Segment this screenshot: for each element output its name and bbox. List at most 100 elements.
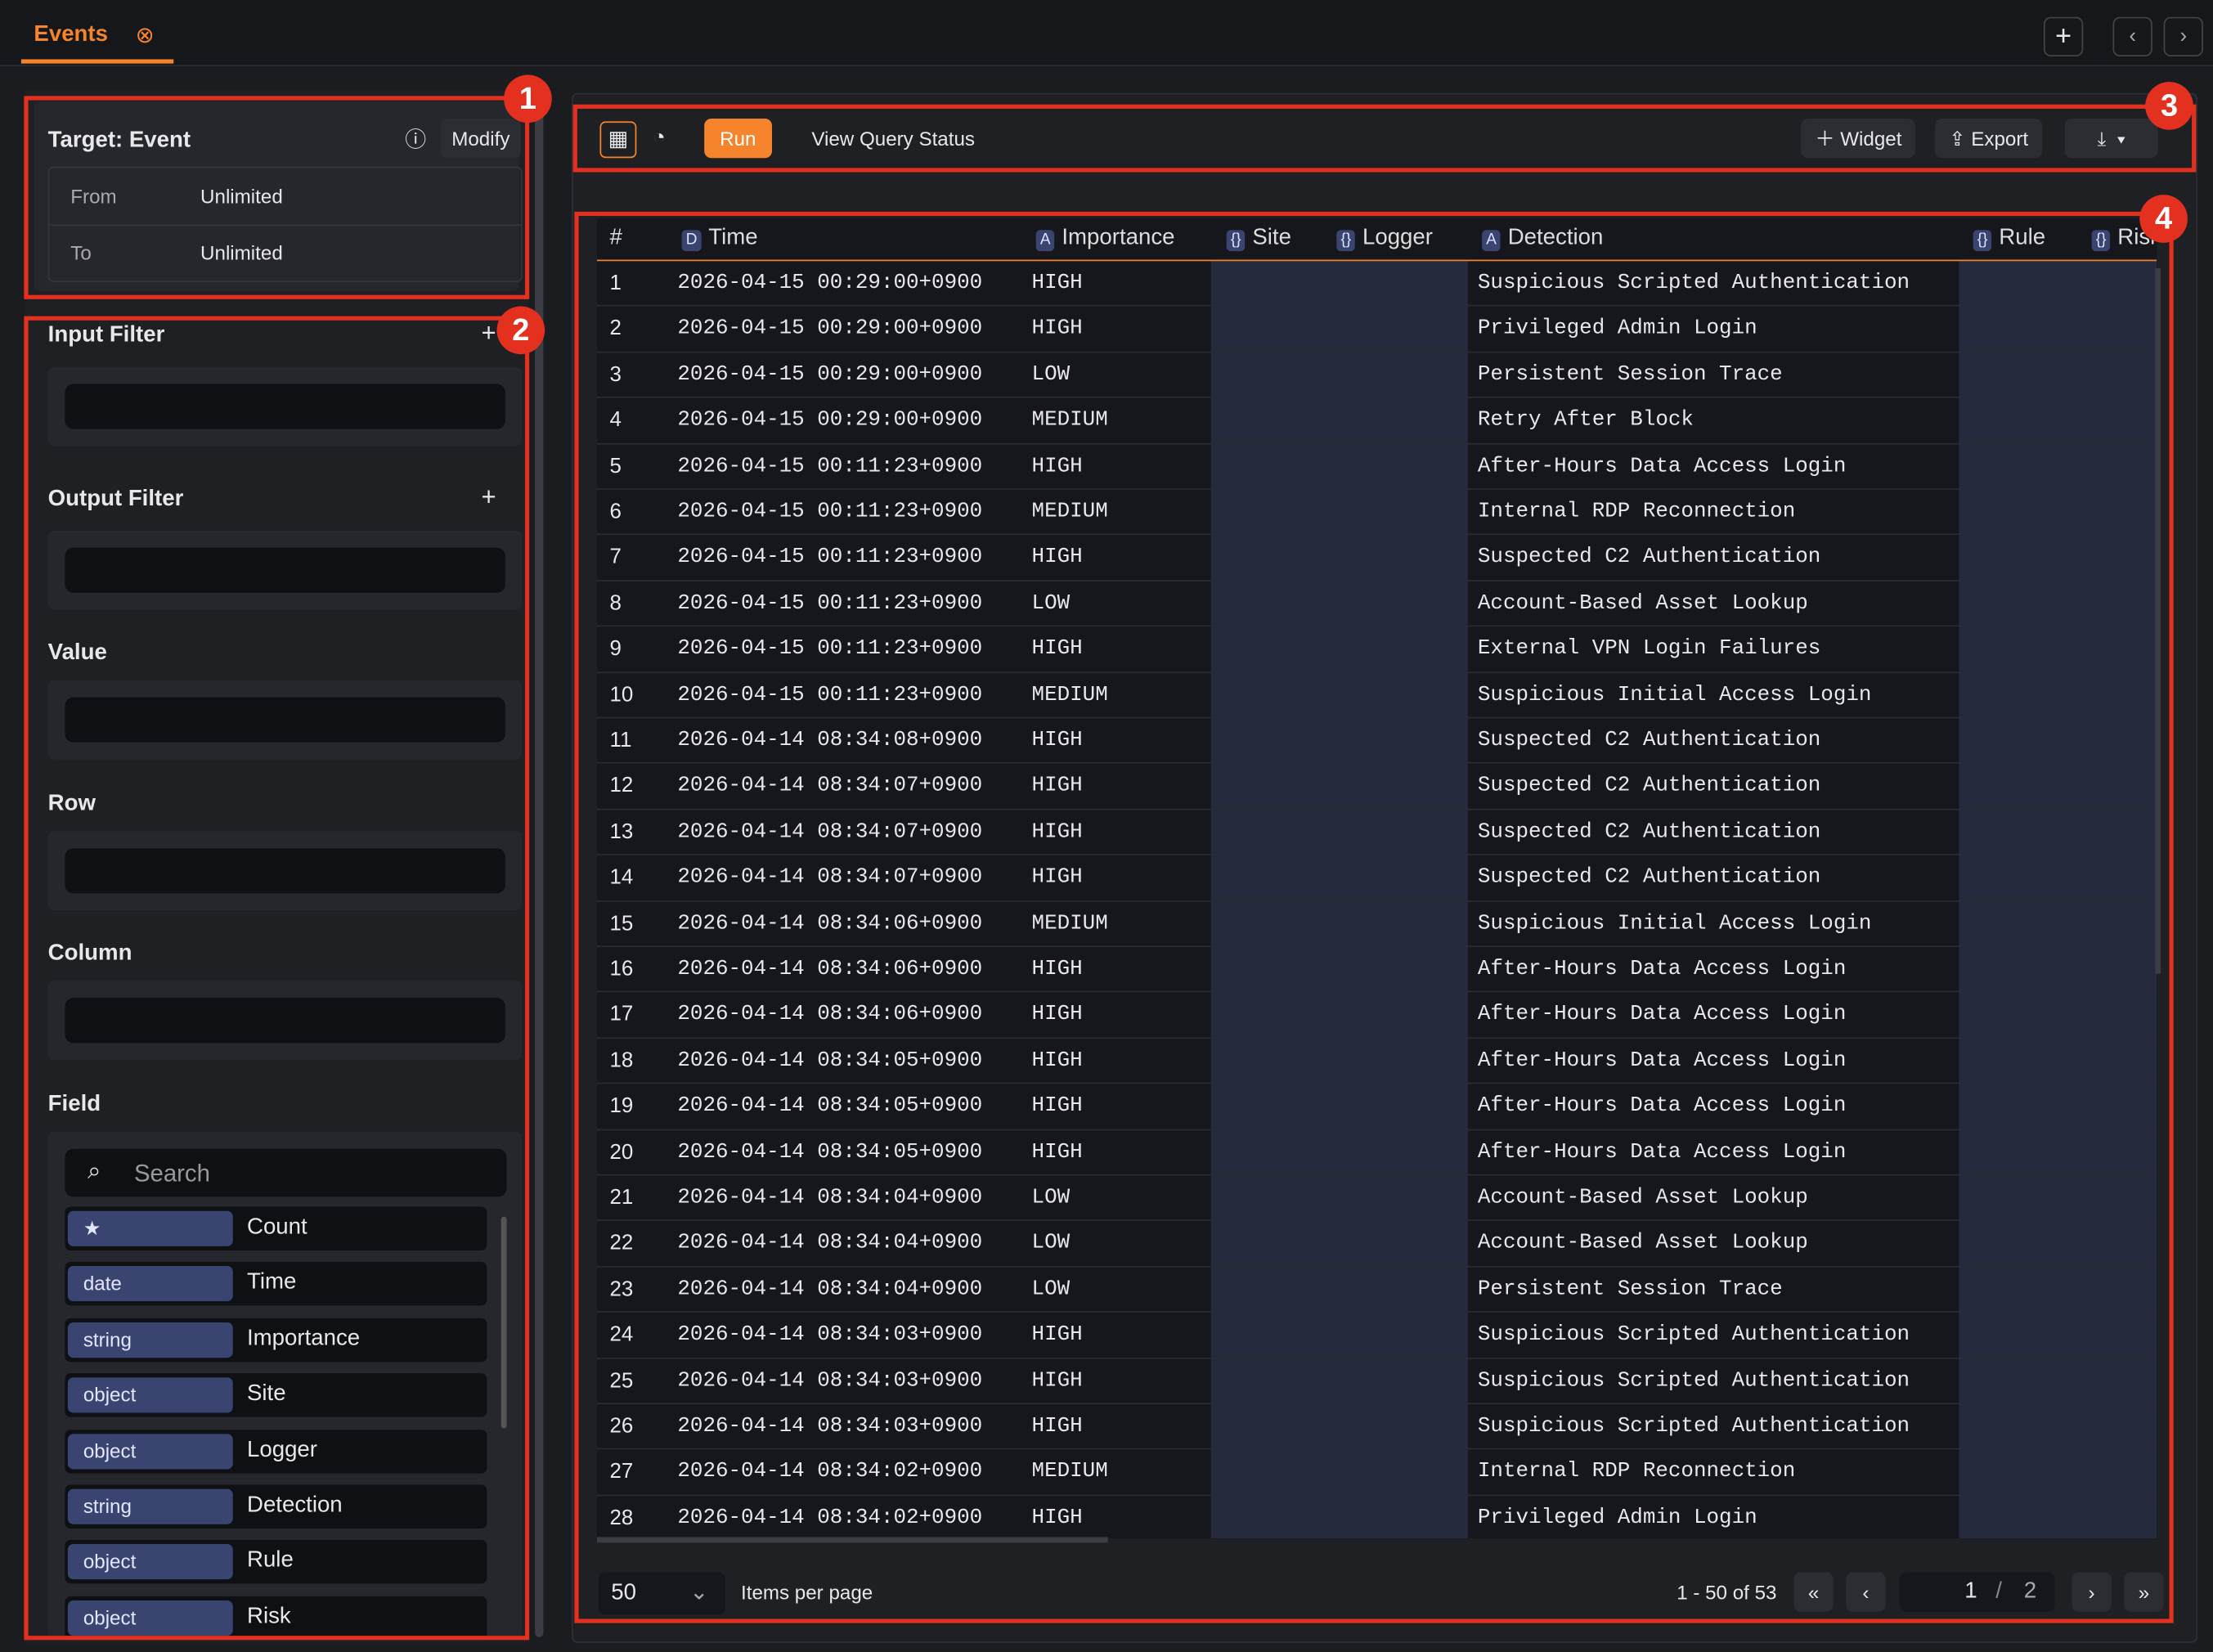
page-size-select[interactable]: 50 ⌄ [598,1572,726,1615]
table-cell: HIGH [1031,271,1083,295]
table-view-button[interactable]: ▦ [599,121,637,159]
table-cell: 2026-04-14 08:34:03+0900 [677,1322,983,1347]
field-name: Rule [247,1548,294,1573]
site-column-bg [1210,261,1468,1539]
row-box[interactable] [47,831,523,911]
next-page[interactable]: › [2072,1572,2112,1612]
column-header[interactable]: {} Rule [1973,226,2046,252]
table-cell: MEDIUM [1031,911,1108,936]
from-label: From [70,185,117,208]
plus-icon: ＋ [1815,127,1841,150]
table-cell: Internal RDP Reconnection [1477,499,1796,524]
table-cell: 6 [609,499,622,524]
row-divider [597,488,2157,490]
run-button[interactable]: Run [704,118,772,159]
column-header[interactable]: A Detection [1482,226,1603,252]
rule-column-bg [1959,261,2157,1539]
field-name: Time [247,1270,297,1295]
table-cell: Suspected C2 Authentication [1477,819,1821,844]
add-output-filter[interactable]: + [481,483,496,511]
tab-close[interactable]: ⊗ [135,24,155,48]
row-divider [597,762,2157,765]
prev-page[interactable]: ‹ [1846,1572,1886,1612]
table-cell: Suspicious Scripted Authentication [1477,1322,1910,1347]
from-value: Unlimited [200,185,283,208]
table-cell: HIGH [1031,865,1083,890]
page-input[interactable]: 1 / 2 [1899,1572,2055,1612]
table-cell: 28 [609,1506,634,1530]
column-header[interactable]: D Time [681,226,758,252]
table-cell: 2026-04-14 08:34:05+0900 [677,1139,983,1165]
table-cell: 10 [609,682,634,707]
table-cell: 2026-04-15 00:29:00+0900 [677,316,983,341]
column-header[interactable]: {} Site [1226,226,1291,252]
info-icon[interactable]: ⓘ [405,128,427,153]
table-cell: 3 [609,362,622,387]
table-cell: Privileged Admin Login [1477,1506,1757,1530]
table-cell: 13 [609,819,634,844]
widget-button[interactable]: ＋ Widget [1801,118,1916,159]
table-cell: HIGH [1031,1322,1083,1347]
prev-tab[interactable]: ‹ [2112,16,2152,57]
row-divider [597,716,2157,719]
table-cell: Suspected C2 Authentication [1477,545,1821,570]
output-filter-box[interactable] [47,530,523,610]
value-label: Value [47,640,107,665]
export-icon: ⇪ [1949,127,1972,150]
column-header[interactable]: A Importance [1035,226,1175,252]
table-cell: 17 [609,1002,634,1027]
input-filter-box[interactable] [47,366,523,447]
table-cell: 2026-04-14 08:34:06+0900 [677,911,983,936]
target-card [34,101,520,291]
column-box[interactable] [47,981,523,1061]
type-badge: {} [1336,230,1356,252]
field-name: Count [247,1214,307,1240]
field-type: date [67,1266,233,1302]
value-box[interactable] [47,680,523,760]
highlight-box [572,104,2197,173]
table-cell: LOW [1031,362,1071,387]
type-badge: A [1035,230,1055,252]
search-box[interactable] [65,1148,507,1197]
tab-title[interactable]: Events [34,22,108,47]
table-cell: 2026-04-14 08:34:04+0900 [677,1277,983,1301]
table-cell: 2026-04-14 08:34:05+0900 [677,1048,983,1073]
table-cell: 24 [609,1322,634,1347]
table-cell: 23 [609,1277,634,1301]
row-divider [597,351,2157,353]
last-page[interactable]: » [2124,1572,2164,1612]
row-divider [597,945,2157,947]
header-label: Site [1252,226,1291,250]
export-button[interactable]: ⇪ Export [1935,118,2043,159]
annotation-badge: 4 [2139,195,2188,243]
field-type: object [67,1433,233,1469]
chart-view-button[interactable]: ◔ [653,125,666,150]
table-h-scrollbar [597,1537,1108,1543]
header-label: Rule [1999,226,2046,250]
chevron: ⌄ [689,1580,709,1605]
add-input-filter[interactable]: + [481,319,496,348]
table-cell: 2026-04-15 00:29:00+0900 [677,408,983,433]
table-cell: 27 [609,1460,634,1484]
table: # D Time A Importance{} Site{} Logger A Detectio… [597,218,2157,1539]
table-cell: HIGH [1031,636,1083,661]
query-status[interactable]: View Query Status [811,127,975,150]
row-divider [597,1494,2157,1496]
to-value: Unlimited [200,241,283,264]
table-cell: 22 [609,1231,634,1255]
first-page[interactable]: « [1793,1572,1834,1612]
header-label: # [609,226,622,250]
table-cell: Persistent Session Trace [1477,1277,1783,1301]
column-header[interactable]: {} Logger [1336,226,1433,252]
next-tab[interactable]: › [2163,16,2203,57]
divider [49,224,521,227]
column-header[interactable]: # [610,226,622,251]
modify-button[interactable]: Modify [440,118,522,159]
annotation-badge: 2 [496,306,545,355]
table-cell: Suspected C2 Authentication [1477,774,1821,798]
add-tab[interactable]: + [2043,16,2084,57]
download-button[interactable]: ⤓ ▾ [2064,118,2158,159]
page-size: 50 [611,1580,636,1605]
table-cell: Suspected C2 Authentication [1477,865,1821,890]
